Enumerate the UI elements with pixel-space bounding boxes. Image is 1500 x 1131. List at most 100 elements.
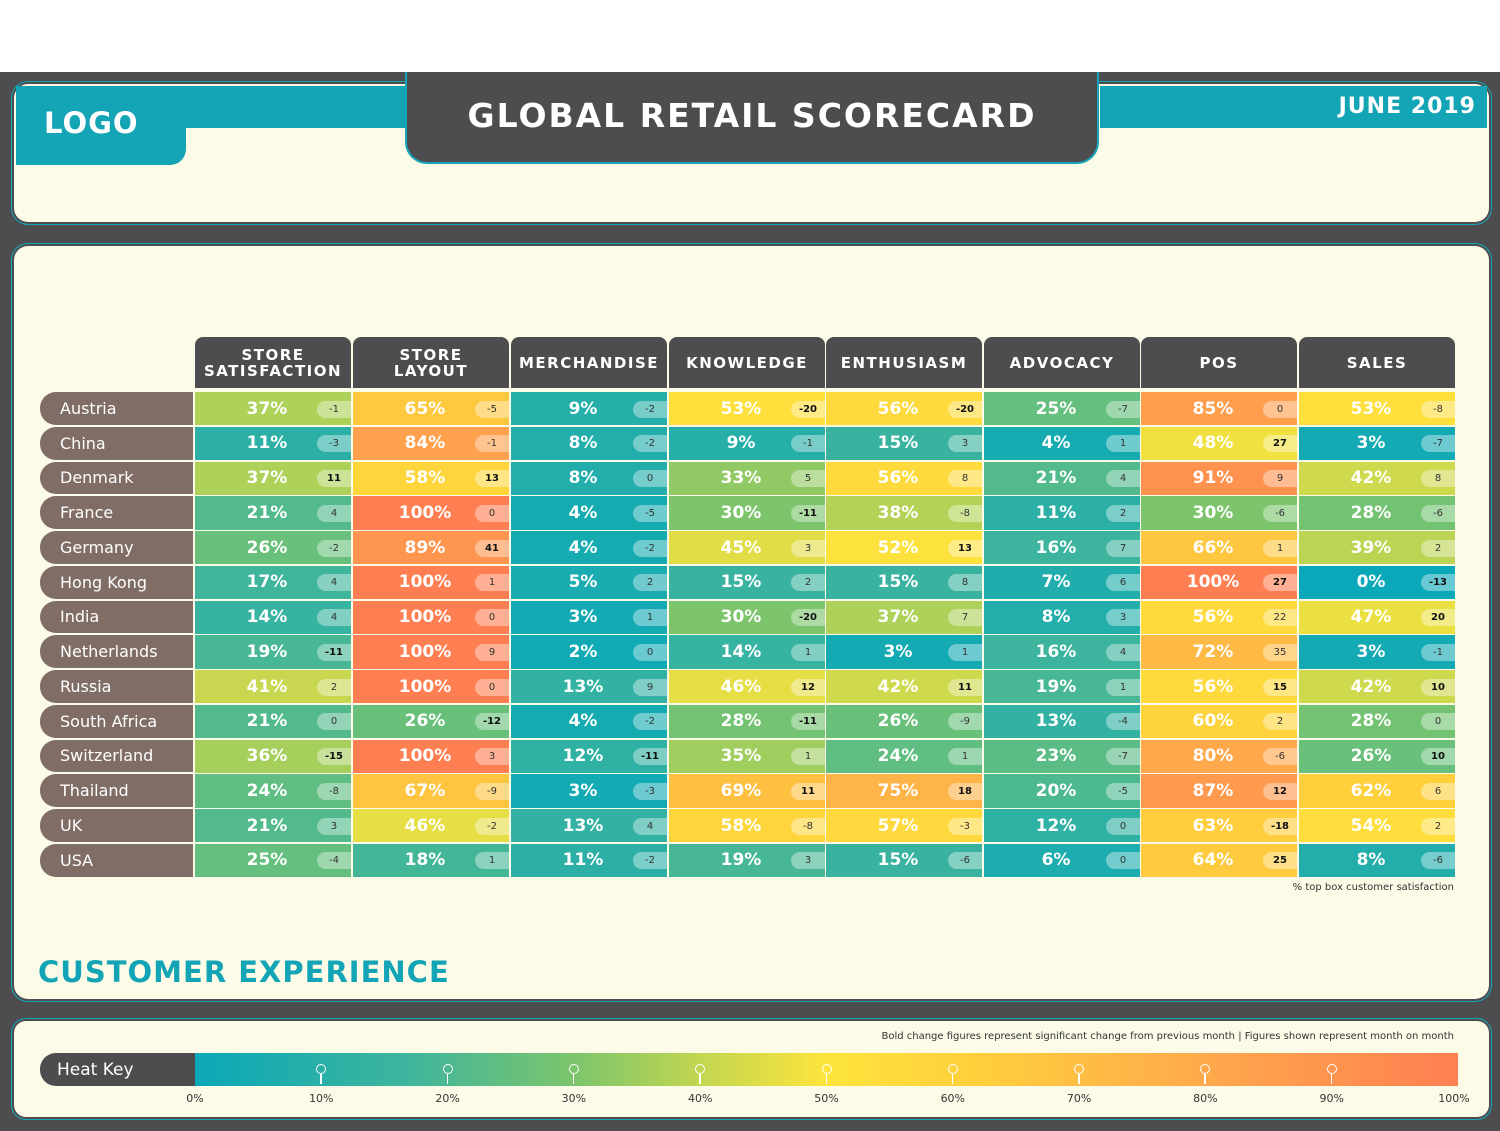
column-header: KNOWLEDGE (669, 337, 825, 388)
heatmap-cell: 9% -2 (511, 392, 667, 426)
cell-change: -2 (633, 713, 667, 731)
heatmap-cell: 56% 22 (1141, 600, 1297, 634)
cell-value: 4% (568, 502, 598, 523)
cell-change: 1 (948, 748, 982, 766)
column-header: ADVOCACY (984, 337, 1140, 388)
cell-value: 72% (1192, 641, 1234, 662)
heatmap-cell: 8% -2 (511, 426, 667, 460)
heatmap-cell: 87% 12 (1141, 774, 1297, 808)
heatmap-cell: 8% 0 (511, 461, 667, 495)
cell-change: -9 (948, 713, 982, 731)
cell-value: 26% (877, 711, 919, 732)
cell-change: 5 (791, 470, 825, 488)
cell-change: -15 (317, 748, 351, 766)
cell-value: 100% (398, 641, 452, 662)
heatmap-cell: 26% 10 (1299, 739, 1455, 773)
cell-value: 5% (568, 572, 598, 593)
cell-value: 37% (246, 468, 288, 489)
cell-value: 26% (404, 711, 446, 732)
heatmap-cell: 9% -1 (669, 426, 825, 460)
row-label: Hong Kong (40, 565, 193, 599)
cell-value: 45% (720, 537, 762, 558)
cell-value: 41% (246, 676, 288, 697)
heatmap-cell: 37% 7 (826, 600, 982, 634)
cell-value: 89% (404, 537, 446, 558)
cell-change: -1 (317, 400, 351, 418)
cell-change: 3 (948, 435, 982, 453)
cell-change: -11 (317, 643, 351, 661)
cell-change: -2 (633, 435, 667, 453)
heatmap-cell: 0% -13 (1299, 565, 1455, 599)
heatmap-cell: 56% 15 (1141, 670, 1297, 704)
cell-change: 0 (317, 713, 351, 731)
heat-key-tick-label: 90% (1319, 1092, 1344, 1105)
heatmap-cell: 72% 35 (1141, 635, 1297, 669)
row-label: South Africa (40, 704, 193, 738)
cell-change: 12 (1263, 782, 1297, 800)
cell-value: 15% (877, 850, 919, 871)
cell-value: 19% (720, 850, 762, 871)
heatmap-cell: 84% -1 (353, 426, 509, 460)
cell-value: 58% (404, 468, 446, 489)
cell-value: 25% (246, 850, 288, 871)
row-label: India (40, 600, 193, 634)
heatmap-cell: 69% 11 (669, 774, 825, 808)
cell-change: 8 (948, 574, 982, 592)
cell-change: 2 (1263, 713, 1297, 731)
logo-bar (16, 86, 406, 128)
cell-change: -3 (948, 817, 982, 835)
heat-key-tick-label: 80% (1193, 1092, 1218, 1105)
cell-change: -8 (1421, 400, 1455, 418)
cell-change: -7 (1106, 748, 1140, 766)
title-box (405, 72, 1099, 164)
heatmap-cell: 100% 0 (353, 600, 509, 634)
heatmap-cell: 62% 6 (1299, 774, 1455, 808)
cell-value: 56% (877, 468, 919, 489)
heatmap-cell: 3% -1 (1299, 635, 1455, 669)
cell-value: 11% (246, 433, 288, 454)
heatmap-cell: 54% 2 (1299, 809, 1455, 843)
heat-key-tick-label: 20% (435, 1092, 460, 1105)
cell-change: 3 (475, 748, 509, 766)
cell-change: 9 (475, 643, 509, 661)
heatmap-cell: 19% 3 (669, 843, 825, 877)
cell-value: 3% (1356, 433, 1386, 454)
cell-change: -3 (633, 782, 667, 800)
heatmap-cell: 25% -7 (984, 392, 1140, 426)
heat-key-tick-label: 40% (687, 1092, 713, 1105)
row-label: Russia (40, 670, 193, 703)
cell-change: 1 (791, 748, 825, 766)
heat-key-marker-stem (1078, 1074, 1080, 1084)
heatmap-cell: 53% -20 (669, 392, 825, 426)
cell-value: 56% (1192, 607, 1234, 628)
heatmap-cell: 13% -4 (984, 704, 1140, 738)
cell-value: 24% (877, 746, 919, 767)
cell-value: 15% (720, 572, 762, 593)
heatmap-cell: 36% -15 (195, 739, 351, 773)
heatmap-cell: 15% -6 (826, 843, 982, 877)
logo-tab (16, 128, 186, 165)
heatmap-cell: 24% 1 (826, 739, 982, 773)
cell-change: 1 (948, 643, 982, 661)
heatmap-cell: 58% 13 (353, 461, 509, 495)
cell-value: 87% (1192, 780, 1234, 801)
cell-value: 19% (246, 641, 288, 662)
heatmap-cell: 21% 0 (195, 704, 351, 738)
row-label: Netherlands (40, 635, 193, 668)
cell-value: 100% (1186, 572, 1240, 593)
heatmap-cell: 28% -11 (669, 704, 825, 738)
cell-change: 10 (1421, 748, 1455, 766)
heatmap-cell: 23% -7 (984, 739, 1140, 773)
column-header: POS (1141, 337, 1297, 388)
heatmap-cell: 89% 41 (353, 531, 509, 565)
cell-change: -6 (1263, 748, 1297, 766)
cell-change: -2 (475, 817, 509, 835)
heat-key-marker (442, 1064, 453, 1074)
heatmap-cell: 24% -8 (195, 774, 351, 808)
cell-value: 56% (1192, 676, 1234, 697)
heatmap-cell: 16% 7 (984, 531, 1140, 565)
cell-value: 28% (1350, 711, 1392, 732)
cell-value: 53% (720, 398, 762, 419)
cell-change: -2 (317, 539, 351, 557)
cell-change: 11 (317, 470, 351, 488)
